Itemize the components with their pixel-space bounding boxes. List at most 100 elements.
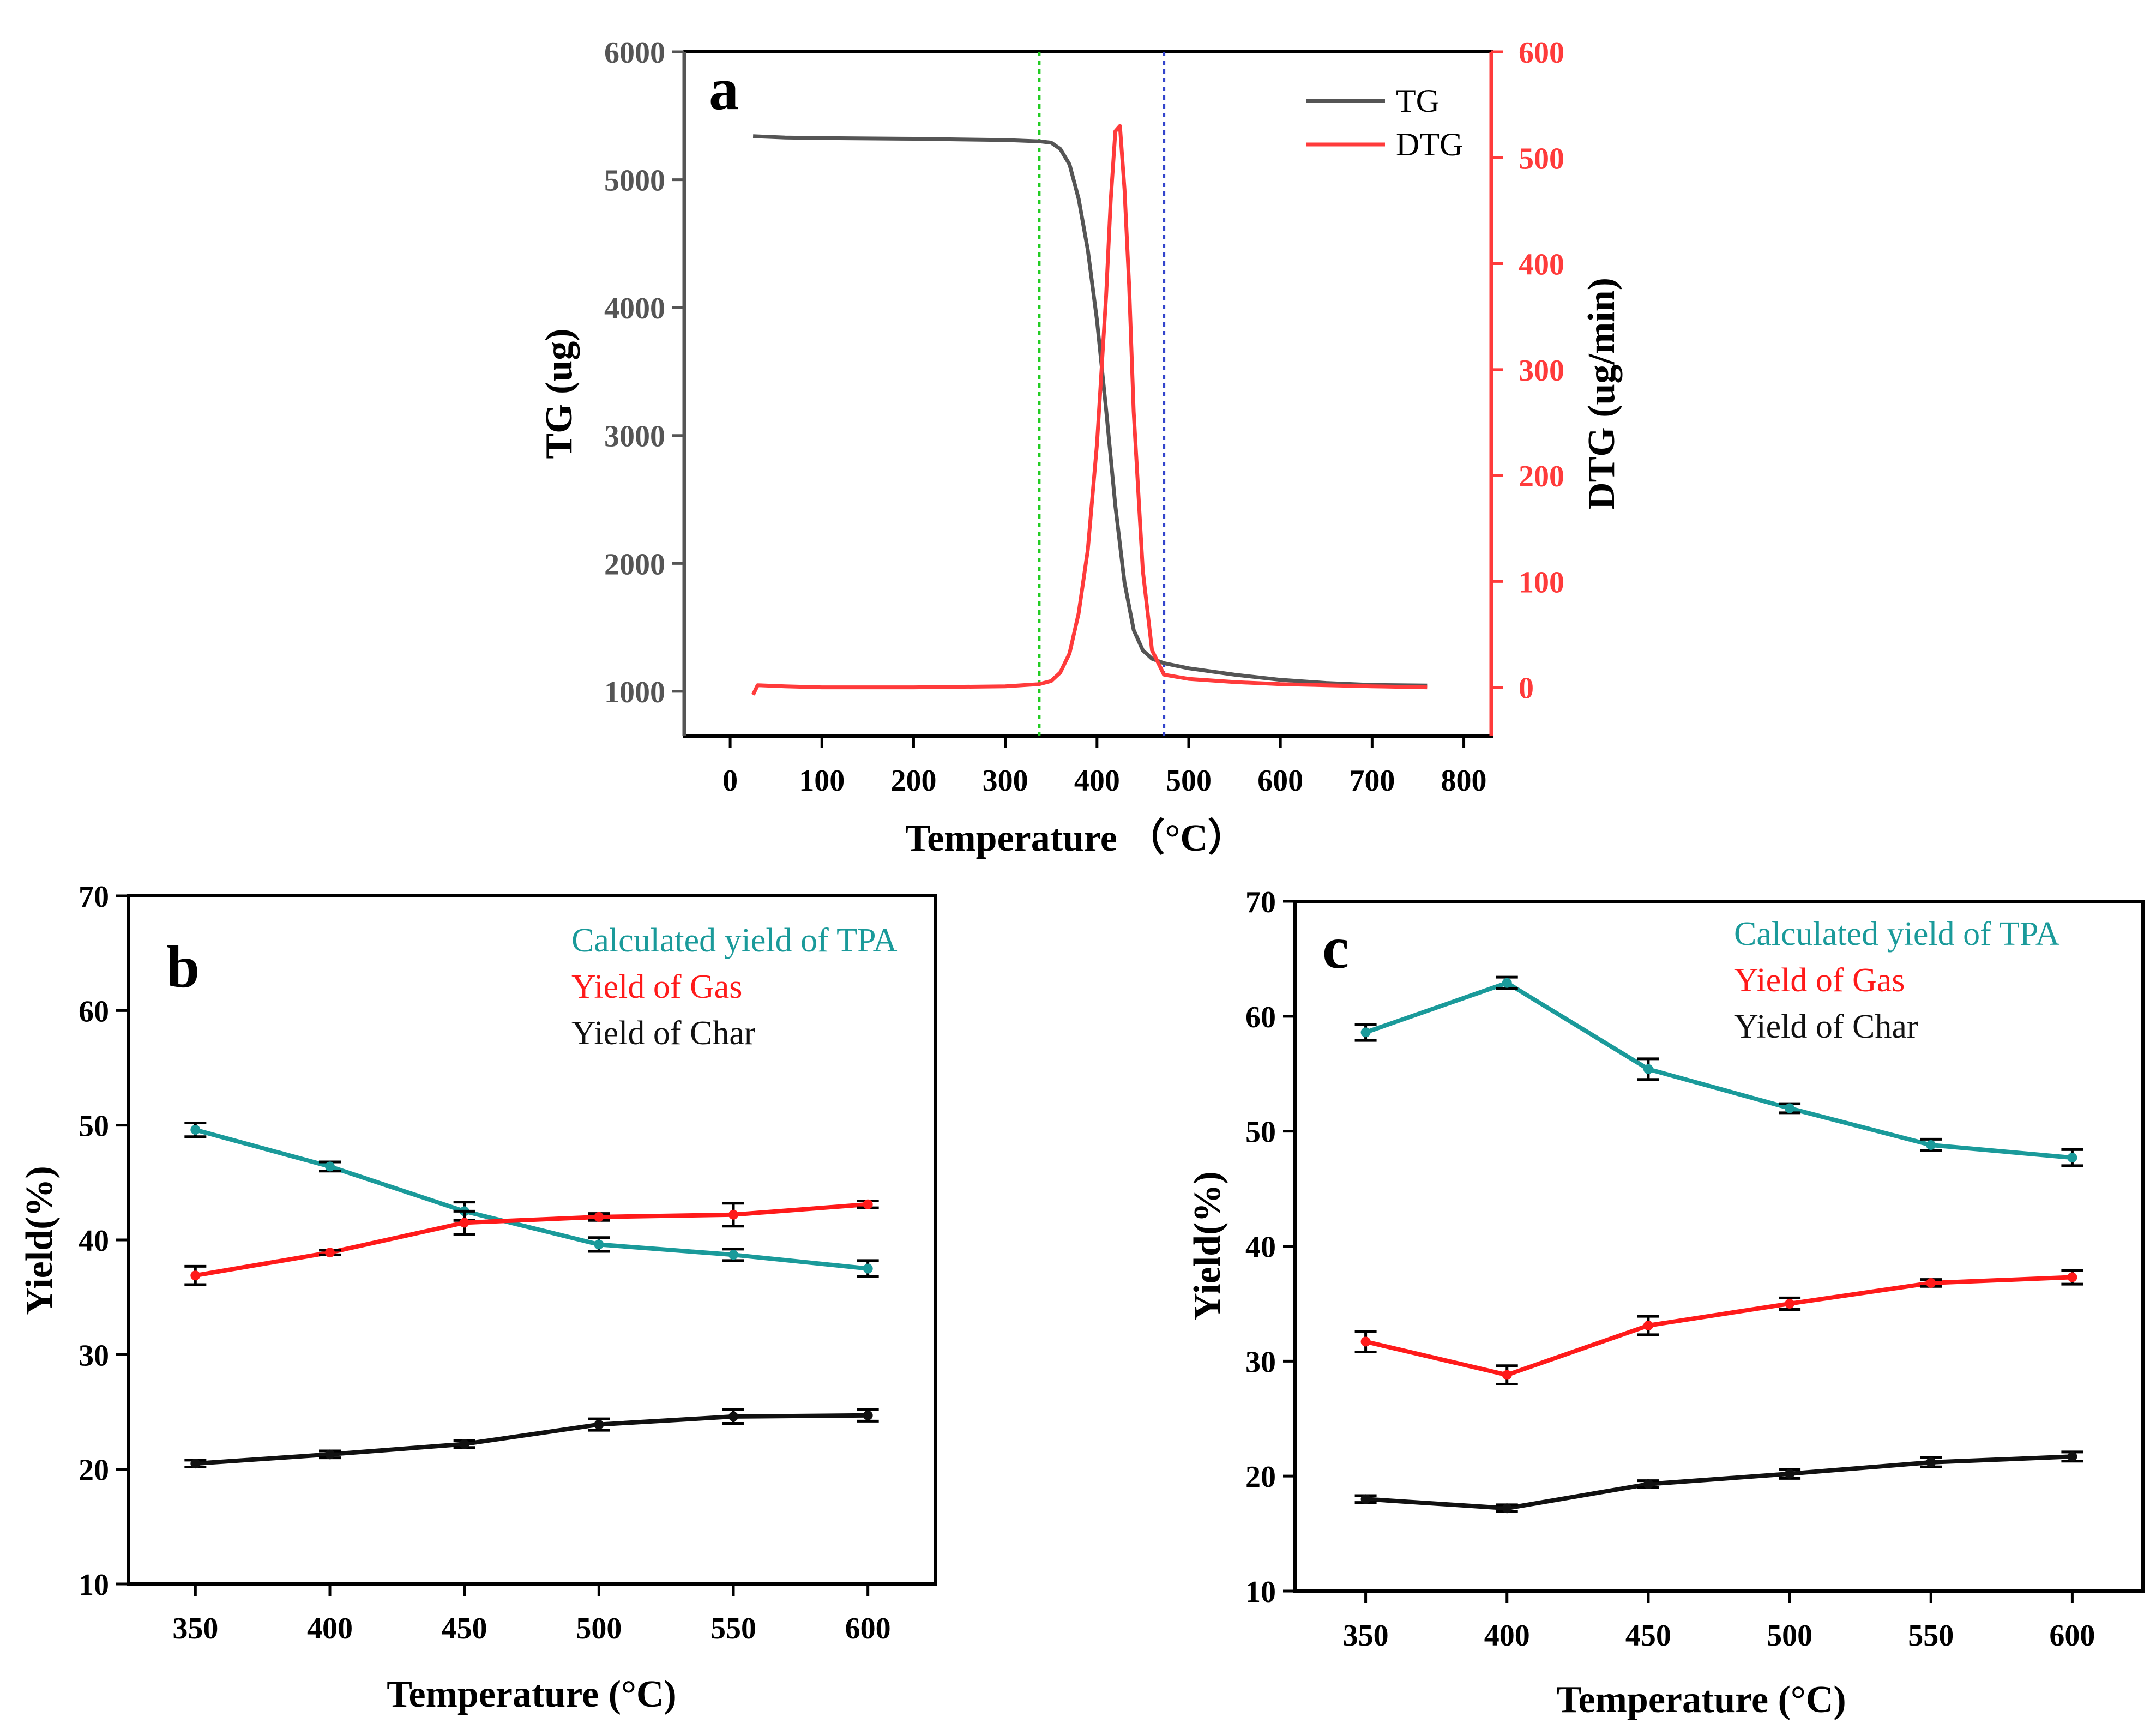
series-tpa xyxy=(184,1121,879,1278)
data-point xyxy=(190,1459,201,1469)
data-point xyxy=(459,1439,469,1449)
x-tick-label: 0 xyxy=(722,764,738,798)
legend-label-gas: Yield of Gas xyxy=(1734,962,1905,999)
panel-c-series xyxy=(1354,975,2083,1514)
data-point xyxy=(863,1263,873,1274)
series-gas xyxy=(1354,1269,2083,1385)
y-tick-label: 30 xyxy=(1245,1345,1276,1379)
data-point xyxy=(2067,1153,2077,1163)
panel-b-plot-frame xyxy=(127,894,937,1586)
x-tick-label: 700 xyxy=(1349,764,1395,798)
data-point xyxy=(728,1250,738,1260)
data-point xyxy=(594,1212,604,1222)
data-point xyxy=(1360,1336,1371,1347)
panel-b-series xyxy=(184,1121,879,1469)
panel-a-tg-dtg-chart: 0 100 200 300 400 500 600 700 800100020003000400… xyxy=(538,36,1623,859)
y2-tick-label: 0 xyxy=(1519,672,1534,706)
x-tick-label: 300 xyxy=(983,764,1028,798)
series-line-tpa xyxy=(1365,980,2073,1160)
series-gas xyxy=(184,1199,879,1286)
y-tick-label: 20 xyxy=(79,1454,109,1487)
panel-a-y2-title: DTG (ug/min) xyxy=(1581,278,1623,510)
panel-a-y-title: TG (ug) xyxy=(538,328,580,459)
x-tick-label: 400 xyxy=(1074,764,1120,798)
legend-label-tpa: Calculated yield of TPA xyxy=(1734,915,2060,953)
legend-label-dtg: DTG xyxy=(1396,126,1463,162)
data-point xyxy=(1502,1370,1512,1380)
data-point xyxy=(190,1125,201,1135)
data-point xyxy=(1502,1503,1512,1514)
y-tick-label: 40 xyxy=(1245,1231,1276,1264)
data-point xyxy=(1643,1479,1653,1489)
panel-a-reference-lines xyxy=(1038,52,1166,736)
series-line-tg xyxy=(752,134,1428,688)
y2-tick-label: 500 xyxy=(1519,142,1564,176)
y-tick-label: 3000 xyxy=(604,420,665,454)
series-line-tpa xyxy=(195,1128,869,1271)
y-tick-label: 6000 xyxy=(604,36,665,70)
y-tick-label: 20 xyxy=(1245,1460,1276,1494)
y-tick-label: 30 xyxy=(79,1339,109,1372)
x-tick-label: 500 xyxy=(1767,1619,1812,1653)
y-tick-label: 4000 xyxy=(604,292,665,326)
x-tick-label: 600 xyxy=(1257,764,1303,798)
data-point xyxy=(863,1410,873,1420)
data-point xyxy=(1643,1320,1653,1330)
panel-a-ticks: 0 100 200 300 400 500 600 700 800100020003000400… xyxy=(604,36,1564,798)
series-line-char xyxy=(195,1413,868,1466)
y2-tick-label: 100 xyxy=(1519,565,1564,599)
x-tick-label: 350 xyxy=(1343,1619,1389,1653)
panel-b-yield-chart: 350 400 450 500 550 600 10 20 30 40 50 60 70 b Calcu… xyxy=(19,880,937,1715)
data-point xyxy=(1926,1457,1936,1467)
panel-a-series xyxy=(751,124,1428,696)
y2-tick-label: 600 xyxy=(1519,36,1564,70)
data-point xyxy=(1785,1298,1795,1309)
panel-c-legend: Calculated yield of TPA Yield of Gas Yie… xyxy=(1734,915,2060,1045)
data-point xyxy=(1360,1494,1371,1504)
panel-c-letter: c xyxy=(1322,914,1349,981)
panel-b-x-title: Temperature (°C) xyxy=(387,1673,677,1715)
x-tick-label: 400 xyxy=(1484,1619,1530,1653)
data-point xyxy=(1926,1140,1936,1150)
data-point xyxy=(459,1218,469,1228)
y-tick-label: 50 xyxy=(79,1110,109,1143)
x-tick-label: 200 xyxy=(890,764,936,798)
x-tick-label: 450 xyxy=(442,1612,487,1646)
data-point xyxy=(325,1449,335,1460)
x-tick-label: 500 xyxy=(576,1612,622,1646)
panel-a-legend: TG DTG xyxy=(1306,83,1463,162)
x-tick-label: 550 xyxy=(710,1612,756,1646)
series-line-char xyxy=(1365,1454,2073,1511)
x-tick-label: 600 xyxy=(2049,1619,2095,1653)
y-tick-label: 50 xyxy=(1245,1116,1276,1149)
legend-label-tg: TG xyxy=(1396,83,1440,119)
panel-b-y-title: Yield(%) xyxy=(19,1166,61,1315)
series-line-gas xyxy=(1365,1275,2073,1377)
y2-tick-label: 300 xyxy=(1519,354,1564,388)
series-char xyxy=(184,1408,879,1469)
data-point xyxy=(190,1270,201,1281)
panel-a-plot-frame xyxy=(683,50,1493,738)
y-tick-label: 10 xyxy=(1245,1575,1276,1609)
series-char xyxy=(1354,1450,2083,1514)
y-tick-label: 70 xyxy=(79,880,109,914)
y-tick-label: 60 xyxy=(79,995,109,1028)
series-tpa xyxy=(1354,975,2083,1167)
x-tick-label: 500 xyxy=(1166,764,1212,798)
y2-tick-label: 200 xyxy=(1519,460,1564,493)
x-tick-label: 450 xyxy=(1625,1619,1671,1653)
series-line-gas xyxy=(195,1202,869,1278)
y-tick-label: 1000 xyxy=(604,676,665,709)
data-point xyxy=(1785,1103,1795,1113)
legend-label-char: Yield of Char xyxy=(571,1015,756,1052)
y2-tick-label: 400 xyxy=(1519,248,1564,282)
data-point xyxy=(325,1161,335,1172)
series-line-dtg xyxy=(751,124,1428,696)
data-point xyxy=(1785,1468,1795,1479)
panel-a-letter: a xyxy=(709,56,739,122)
data-point xyxy=(594,1419,604,1430)
legend-label-gas: Yield of Gas xyxy=(571,968,742,1005)
panel-b-legend: Calculated yield of TPA Yield of Gas Yie… xyxy=(571,922,898,1052)
legend-label-tpa: Calculated yield of TPA xyxy=(571,922,898,959)
